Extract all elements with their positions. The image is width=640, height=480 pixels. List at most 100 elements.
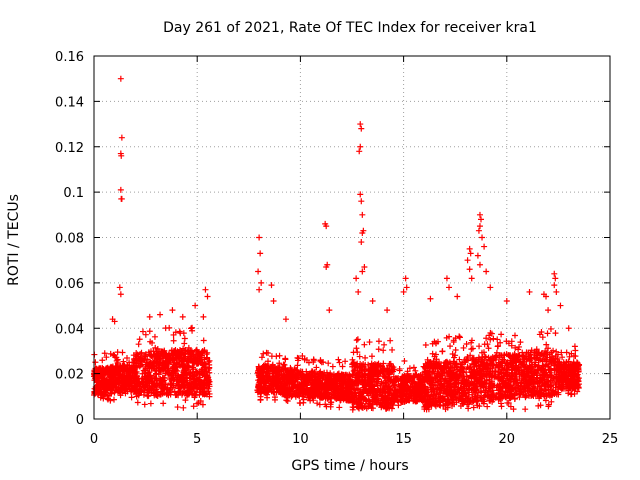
data-point — [468, 339, 475, 346]
data-point — [127, 375, 134, 382]
data-point — [144, 392, 151, 399]
axis-ticks: 0 5 10 15 20 2500.020.040.060.080.10.120.140.… — [55, 50, 618, 447]
data-point — [255, 372, 262, 379]
data-point — [127, 374, 134, 381]
data-point — [174, 404, 181, 411]
data-point — [159, 385, 166, 392]
data-point — [297, 386, 304, 393]
data-point — [280, 391, 287, 398]
data-point — [196, 372, 203, 379]
data-point — [329, 363, 336, 370]
chart-title: Day 261 of 2021, Rate Of TEC Index for r… — [163, 20, 537, 36]
data-point — [118, 382, 125, 389]
data-point — [543, 389, 550, 396]
data-point — [559, 354, 566, 361]
data-point — [411, 385, 418, 392]
data-point — [187, 386, 194, 393]
data-point — [168, 347, 175, 354]
data-point — [545, 307, 552, 314]
data-point — [506, 376, 513, 383]
data-point — [356, 401, 363, 408]
data-point — [498, 403, 505, 410]
data-point — [268, 386, 275, 393]
data-point — [381, 341, 388, 348]
data-point — [137, 356, 144, 363]
data-point — [165, 371, 172, 378]
data-point — [126, 369, 133, 376]
data-point — [286, 381, 293, 388]
data-point — [435, 362, 442, 369]
data-point — [374, 382, 381, 389]
data-point — [411, 390, 418, 397]
data-point — [292, 367, 299, 374]
data-point — [137, 381, 144, 388]
data-point — [303, 368, 310, 375]
data-point — [443, 275, 450, 282]
data-point — [157, 367, 164, 374]
data-point — [139, 328, 146, 335]
data-point — [271, 394, 278, 401]
data-point — [503, 338, 510, 345]
data-point — [396, 392, 403, 399]
grid — [94, 56, 610, 419]
data-point — [270, 298, 277, 305]
data-point — [180, 368, 187, 375]
x-tick-label: 20 — [499, 432, 516, 447]
data-point — [495, 390, 502, 397]
data-point — [489, 361, 496, 368]
data-point — [496, 382, 503, 389]
data-point — [358, 239, 365, 246]
data-point — [166, 356, 173, 363]
data-point — [504, 389, 511, 396]
data-point — [429, 350, 436, 357]
data-point — [465, 356, 472, 362]
data-point — [187, 369, 194, 376]
data-point — [270, 379, 277, 386]
data-point — [473, 359, 480, 366]
data-point — [456, 334, 463, 341]
data-point — [342, 358, 349, 365]
data-point — [358, 125, 365, 132]
data-point — [467, 397, 474, 404]
data-point — [375, 397, 382, 404]
data-point — [410, 372, 417, 379]
data-point — [373, 378, 380, 385]
data-point — [368, 353, 375, 360]
data-point — [200, 337, 207, 344]
data-point — [93, 365, 100, 372]
data-point — [142, 370, 149, 377]
data-point — [318, 393, 325, 400]
data-point — [476, 403, 483, 410]
data-point — [423, 389, 430, 396]
data-point — [259, 375, 266, 382]
data-point — [459, 386, 466, 393]
data-point — [511, 332, 518, 339]
data-point — [410, 378, 417, 385]
data-point — [519, 383, 526, 390]
data-point — [353, 337, 360, 344]
data-point — [544, 349, 551, 356]
data-point — [497, 395, 504, 402]
data-point — [407, 383, 414, 390]
data-point — [545, 345, 552, 352]
data-point — [170, 382, 177, 389]
data-point — [176, 384, 183, 391]
data-point — [172, 347, 179, 354]
data-point — [495, 374, 502, 381]
data-point — [99, 378, 106, 385]
data-point — [536, 389, 543, 396]
data-point — [132, 374, 139, 381]
data-point — [359, 268, 366, 275]
data-point — [552, 330, 559, 337]
data-point — [551, 270, 558, 277]
data-point — [375, 346, 382, 353]
data-point — [548, 398, 555, 405]
data-point — [326, 383, 333, 390]
data-point — [289, 380, 296, 387]
data-point — [256, 234, 263, 241]
data-point — [176, 352, 183, 359]
data-point — [427, 295, 434, 302]
data-point — [375, 338, 382, 345]
data-point — [181, 347, 188, 354]
data-point — [413, 396, 420, 403]
